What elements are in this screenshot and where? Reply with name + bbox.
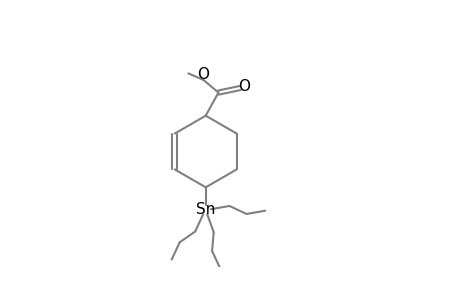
Text: O: O (197, 67, 209, 82)
Text: O: O (238, 79, 250, 94)
Text: Sn: Sn (196, 202, 215, 217)
